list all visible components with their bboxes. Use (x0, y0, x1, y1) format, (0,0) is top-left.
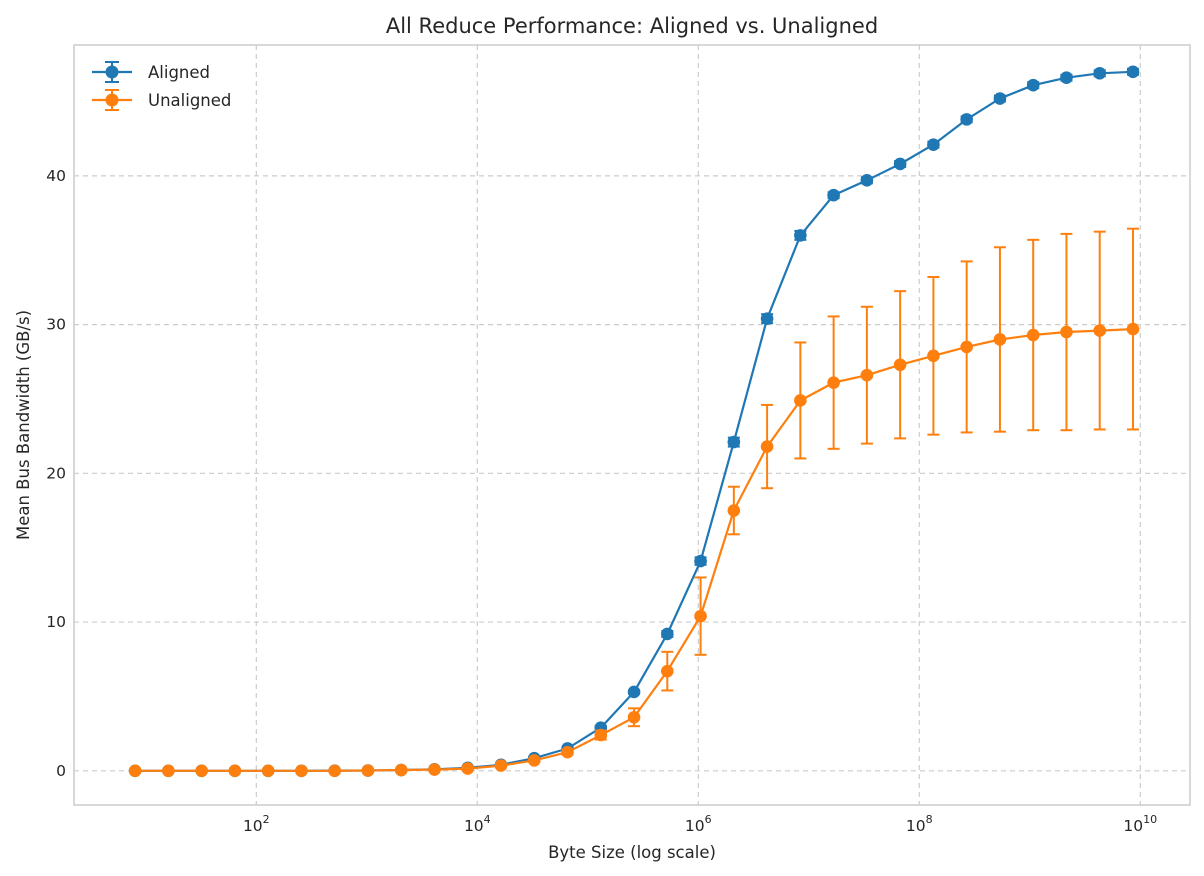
data-point-aligned-21 (827, 188, 840, 202)
data-point-unaligned-1 (162, 764, 175, 778)
data-point-unaligned-26 (993, 333, 1007, 346)
data-point-aligned-24 (927, 138, 940, 151)
data-point-unaligned-21 (827, 376, 840, 389)
data-point-unaligned-15 (627, 710, 641, 724)
data-point-unaligned-22 (860, 368, 874, 382)
data-point-unaligned-20 (794, 394, 807, 407)
grid-layer (74, 45, 1190, 805)
data-point-unaligned-28 (1060, 325, 1073, 339)
x-tick-label-1: 104 (464, 813, 491, 835)
data-point-aligned-26 (993, 92, 1007, 105)
data-point-aligned-16 (661, 627, 674, 641)
data-point-aligned-22 (860, 174, 874, 187)
y-tick-label-4: 40 (46, 167, 66, 185)
data-point-unaligned-6 (328, 764, 341, 778)
data-point-unaligned-18 (727, 504, 741, 517)
data-point-aligned-25 (960, 113, 973, 126)
data-point-unaligned-14 (594, 728, 608, 742)
data-point-aligned-20 (794, 229, 807, 242)
data-point-aligned-29 (1093, 66, 1107, 80)
data-point-aligned-27 (1026, 78, 1040, 92)
data-point-unaligned-17 (694, 609, 707, 623)
series-layer (128, 65, 1140, 778)
data-point-aligned-15 (627, 685, 641, 699)
data-point-unaligned-9 (428, 763, 441, 776)
data-point-aligned-19 (760, 312, 774, 325)
chart-title: All Reduce Performance: Aligned vs. Unal… (386, 14, 878, 38)
data-point-unaligned-23 (893, 358, 907, 372)
data-point-unaligned-19 (760, 440, 774, 453)
data-point-unaligned-7 (361, 764, 375, 777)
data-point-unaligned-24 (927, 349, 940, 363)
data-point-unaligned-30 (1126, 322, 1140, 336)
data-point-unaligned-12 (527, 754, 541, 767)
data-point-unaligned-10 (461, 762, 475, 775)
data-point-aligned-18 (727, 435, 741, 449)
tick-layer: 0 10 20 30 40 102 104 106 108 1010 (46, 167, 1157, 835)
data-point-unaligned-29 (1093, 324, 1107, 337)
data-point-unaligned-0 (128, 764, 142, 778)
data-point-aligned-23 (893, 157, 907, 171)
data-point-unaligned-13 (561, 745, 574, 759)
y-tick-label-0: 0 (56, 762, 66, 780)
legend-label-aligned: Aligned (148, 63, 210, 82)
x-axis-label: Byte Size (log scale) (548, 843, 716, 862)
x-tick-label-4: 1010 (1123, 813, 1157, 835)
data-point-unaligned-27 (1026, 328, 1040, 342)
x-tick-label-0: 102 (243, 813, 270, 835)
data-point-unaligned-2 (195, 764, 208, 778)
y-tick-label-3: 30 (46, 316, 66, 334)
y-tick-label-1: 10 (46, 613, 66, 631)
legend-entry-unaligned: Unaligned (92, 89, 231, 111)
series-unaligned (128, 227, 1140, 778)
y-axis-label: Mean Bus Bandwidth (GB/s) (14, 310, 33, 540)
legend-marker-aligned (105, 65, 119, 79)
legend-entry-aligned: Aligned (92, 61, 210, 83)
plot-frame (73, 44, 1191, 806)
data-point-aligned-17 (694, 554, 707, 568)
data-point-aligned-30 (1126, 65, 1140, 79)
data-point-unaligned-5 (295, 764, 308, 778)
data-point-unaligned-4 (261, 764, 275, 778)
data-point-unaligned-25 (960, 340, 973, 354)
x-tick-label-2: 106 (685, 813, 712, 835)
legend-label-unaligned: Unaligned (148, 91, 231, 110)
data-point-unaligned-8 (394, 763, 408, 777)
y-tick-label-2: 20 (46, 464, 66, 482)
data-point-unaligned-16 (661, 664, 674, 678)
legend-marker-unaligned (105, 93, 119, 107)
data-point-unaligned-11 (494, 759, 508, 772)
data-point-aligned-28 (1060, 71, 1073, 85)
data-point-unaligned-3 (228, 764, 242, 778)
x-tick-label-3: 108 (906, 813, 933, 835)
legend: Aligned Unaligned (92, 61, 231, 111)
